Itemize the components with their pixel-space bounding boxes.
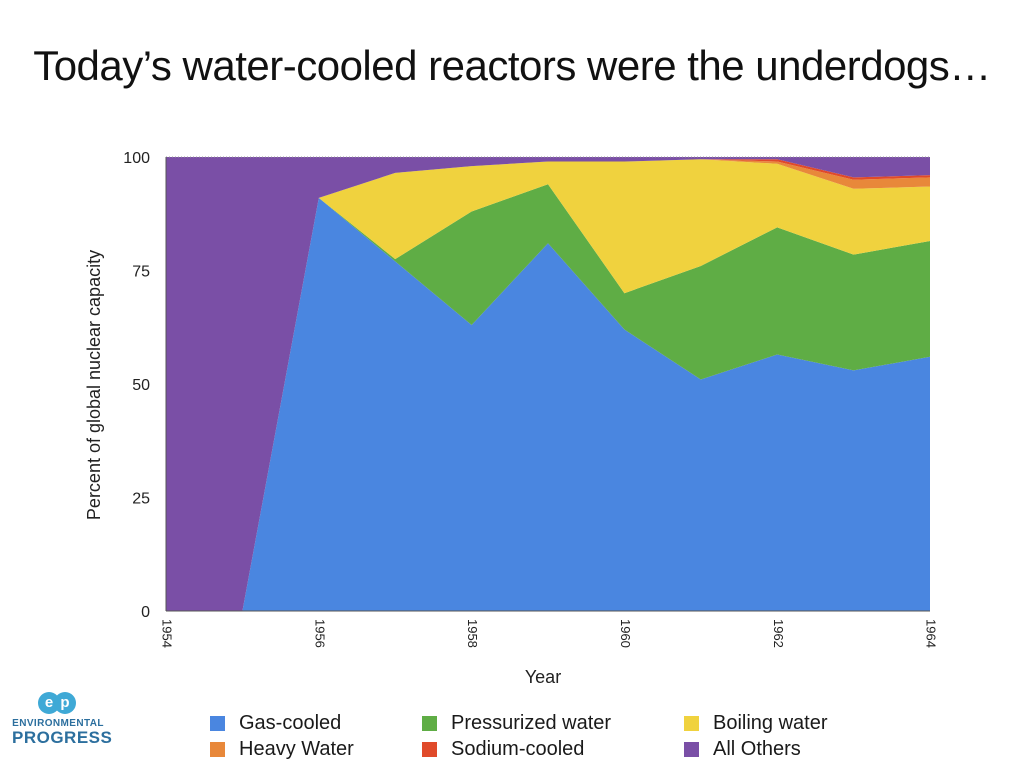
legend-swatch xyxy=(210,741,225,757)
y-tick-label: 25 xyxy=(132,491,150,508)
legend-label: All Others xyxy=(713,737,801,760)
legend-swatch xyxy=(210,715,225,731)
area-pressurized-water xyxy=(166,184,930,612)
legend-item-all-others: All Others xyxy=(684,736,801,762)
area-all-others xyxy=(166,157,930,611)
legend-label: Boiling water xyxy=(713,711,828,734)
area-boiling-water xyxy=(166,159,930,611)
x-tick-label: 1956 xyxy=(312,619,327,648)
legend-swatch xyxy=(684,715,699,731)
x-tick-label: 1964 xyxy=(924,619,939,648)
y-tick-label: 0 xyxy=(141,604,150,621)
area-gas-cooled xyxy=(166,197,930,612)
legend-label: Heavy Water xyxy=(239,737,354,760)
x-tick-label: 1954 xyxy=(160,619,175,648)
x-tick-label: 1962 xyxy=(771,619,786,648)
chart-legend: Gas-cooled Pressurized water Boiling water… xyxy=(210,710,870,766)
x-tick-label: 1958 xyxy=(465,619,480,648)
y-tick-label: 50 xyxy=(132,377,150,394)
legend-swatch xyxy=(422,715,437,731)
legend-item-gas-cooled: Gas-cooled xyxy=(210,710,341,736)
legend-label: Gas-cooled xyxy=(239,711,342,734)
y-axis-title: Percent of global nuclear capacity xyxy=(84,250,104,520)
x-axis-title: Year xyxy=(525,667,561,687)
logo-text-line2: PROGRESS xyxy=(12,728,113,747)
y-tick-label: 75 xyxy=(132,264,150,281)
legend-item-sodium-cooled: Sodium-cooled xyxy=(422,736,584,762)
legend-item-heavy-water: Heavy Water xyxy=(210,736,354,762)
legend-swatch xyxy=(422,741,437,757)
y-tick-label: 100 xyxy=(123,150,150,167)
legend-item-pressurized-water: Pressurized water xyxy=(422,710,611,736)
legend-label: Sodium-cooled xyxy=(451,737,585,760)
slide-title: Today’s water-cooled reactors were the u… xyxy=(33,42,991,89)
legend-swatch xyxy=(684,741,699,757)
x-tick-label: 1960 xyxy=(618,619,633,648)
logo-text-line1: ENVIRONMENTAL xyxy=(12,718,104,729)
legend-item-boiling-water: Boiling water xyxy=(684,710,828,736)
legend-label: Pressurized water xyxy=(451,711,612,734)
